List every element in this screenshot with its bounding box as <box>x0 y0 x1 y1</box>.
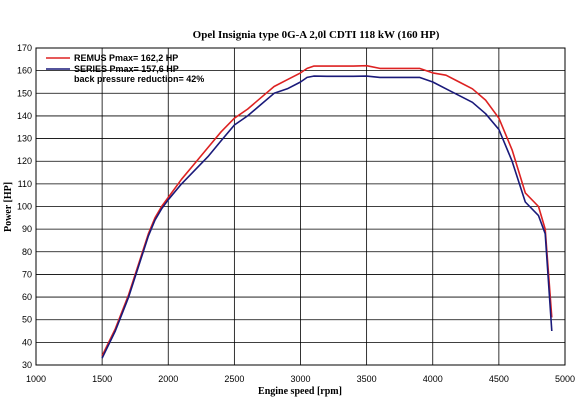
x-tick-label: 5000 <box>555 374 575 384</box>
x-axis-title: Engine speed [rpm] <box>258 386 342 397</box>
x-tick-label: 4500 <box>489 374 509 384</box>
x-tick-label: 2500 <box>224 374 244 384</box>
y-tick-label: 70 <box>22 269 32 279</box>
plot-frame <box>35 47 566 366</box>
x-tick-label: 3000 <box>290 374 310 384</box>
y-tick-label: 80 <box>22 247 32 257</box>
series-lines <box>101 64 553 359</box>
chart-title: Opel Insignia type 0G-A 2,0l CDTI 118 kW… <box>193 29 440 41</box>
x-tick-label: 1500 <box>92 374 112 384</box>
legend-label-series: SERIES Pmax= 157,6 HP <box>74 64 179 74</box>
legend-note: back pressure reduction= 42% <box>74 74 204 84</box>
grid <box>35 47 566 366</box>
x-tick-label: 3500 <box>357 374 377 384</box>
y-tick-label: 160 <box>17 66 32 76</box>
x-tick-label: 2000 <box>158 374 178 384</box>
y-tick-label: 120 <box>17 156 32 166</box>
y-tick-label: 130 <box>17 134 32 144</box>
y-tick-label: 40 <box>22 337 32 347</box>
series-line-series <box>101 75 553 359</box>
y-tick-label: 90 <box>22 224 32 234</box>
y-tick-label: 140 <box>17 111 32 121</box>
y-tick-label: 100 <box>17 202 32 212</box>
x-tick-label: 4000 <box>423 374 443 384</box>
series-line-remus <box>101 64 553 357</box>
y-axis-title: Power [HP] <box>3 182 14 232</box>
legend-label-remus: REMUS Pmax= 162,2 HP <box>74 53 178 63</box>
tick-labels: 1000 1500 2000 2500 3000 3500 4000 4500 5000 30 40… <box>17 43 575 384</box>
y-tick-label: 170 <box>17 43 32 53</box>
y-tick-label: 30 <box>22 360 32 370</box>
x-tick-label: 1000 <box>26 374 46 384</box>
y-tick-label: 150 <box>17 88 32 98</box>
y-tick-label: 50 <box>22 315 32 325</box>
y-tick-label: 110 <box>18 179 32 189</box>
legend: REMUS Pmax= 162,2 HP SERIES Pmax= 157,6 … <box>46 53 204 84</box>
y-tick-label: 60 <box>22 292 32 302</box>
